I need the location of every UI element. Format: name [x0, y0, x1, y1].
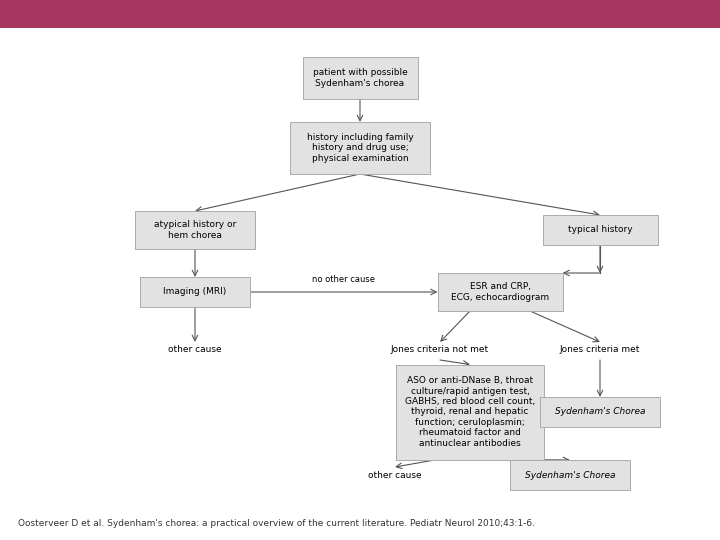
FancyBboxPatch shape [135, 211, 255, 249]
FancyBboxPatch shape [396, 364, 544, 460]
FancyBboxPatch shape [290, 122, 430, 174]
Text: Imaging (MRI): Imaging (MRI) [163, 287, 227, 296]
Text: ESR and CRP,
ECG, echocardiogram: ESR and CRP, ECG, echocardiogram [451, 282, 549, 302]
FancyBboxPatch shape [302, 57, 418, 99]
Text: typical history: typical history [567, 226, 632, 234]
Text: ASO or anti-DNase B, throat
culture/rapid antigen test,
GABHS, red blood cell co: ASO or anti-DNase B, throat culture/rapi… [405, 376, 535, 448]
FancyBboxPatch shape [438, 273, 562, 311]
Text: no other cause: no other cause [312, 275, 375, 284]
FancyBboxPatch shape [542, 215, 657, 245]
Text: Oosterveer D et al. Sydenham's chorea: a practical overview of the current liter: Oosterveer D et al. Sydenham's chorea: a… [18, 519, 535, 528]
Text: other cause: other cause [168, 346, 222, 354]
Text: atypical history or
hem chorea: atypical history or hem chorea [154, 220, 236, 240]
Text: patient with possible
Sydenham's chorea: patient with possible Sydenham's chorea [312, 68, 408, 87]
Text: Sydenham's Chorea: Sydenham's Chorea [554, 408, 645, 416]
Text: history including family
history and drug use;
physical examination: history including family history and dru… [307, 133, 413, 163]
FancyBboxPatch shape [140, 277, 250, 307]
FancyBboxPatch shape [510, 460, 630, 490]
FancyBboxPatch shape [540, 397, 660, 427]
Text: Sydenham's Chorea: Sydenham's Chorea [525, 470, 616, 480]
Text: Jones criteria met: Jones criteria met [560, 346, 640, 354]
Text: Jones criteria not met: Jones criteria not met [391, 346, 489, 354]
Text: other cause: other cause [368, 470, 422, 480]
Bar [0, 0, 720, 28]
